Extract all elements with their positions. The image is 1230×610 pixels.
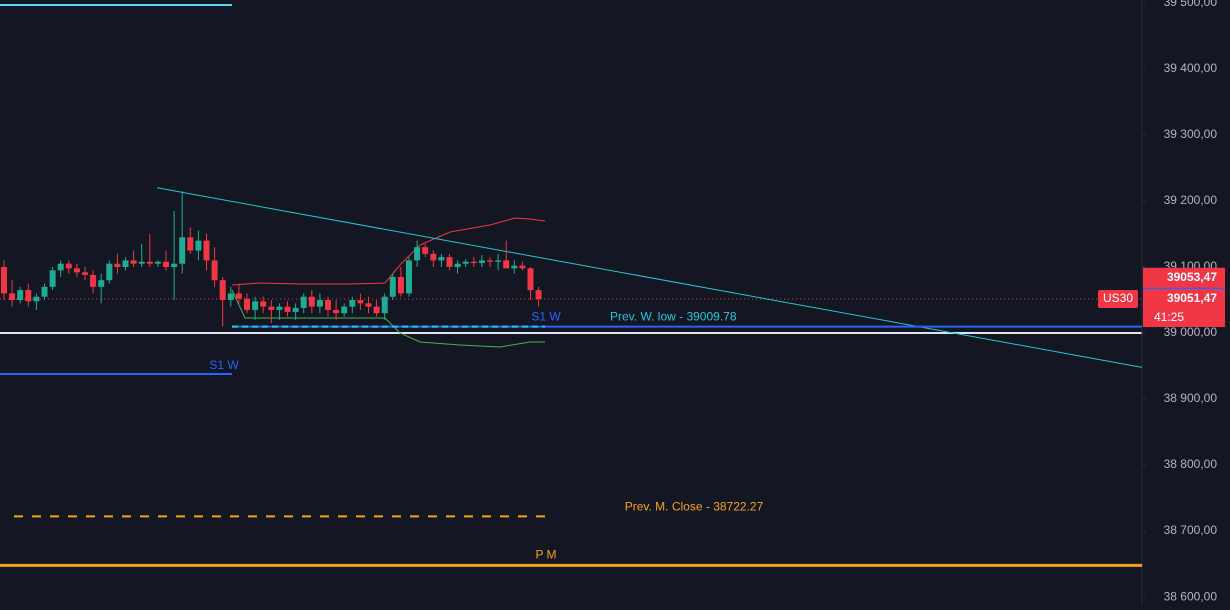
- candle-body: [349, 300, 356, 307]
- band-upper: [231, 217, 546, 286]
- candle-body: [308, 296, 315, 307]
- candle-body: [9, 293, 16, 301]
- candle-body: [90, 274, 97, 287]
- candle-body: [82, 272, 88, 275]
- level-label: Prev. W. low - 39009.78: [610, 310, 737, 324]
- candle-body: [535, 290, 542, 300]
- candle-body: [25, 290, 32, 302]
- candle-body: [292, 307, 299, 312]
- candle-body: [422, 247, 429, 254]
- candle-body: [389, 276, 396, 297]
- candle-body: [41, 286, 48, 297]
- candle-body: [211, 260, 218, 281]
- y-tick-label: 38 600,00: [1164, 589, 1218, 603]
- level-label: P M: [535, 548, 556, 562]
- candle-body: [341, 306, 348, 314]
- candle-body: [244, 298, 250, 310]
- y-tick-label: 39 200,00: [1164, 193, 1218, 207]
- candle-body: [138, 261, 145, 264]
- price-tag-label: 39053,47: [1167, 270, 1217, 284]
- candle-body: [519, 265, 526, 269]
- symbol-label: US30: [1103, 291, 1133, 305]
- candle-body: [462, 261, 469, 264]
- candle-body: [316, 300, 323, 307]
- price-tag: [1143, 267, 1225, 288]
- y-tick-label: 38 900,00: [1164, 391, 1218, 405]
- y-tick-label: 38 700,00: [1164, 523, 1218, 537]
- candle-body: [268, 306, 275, 310]
- price-tag: [1143, 289, 1225, 310]
- band-lower: [231, 289, 545, 348]
- level-label: S1 W: [531, 310, 561, 324]
- candle-body: [357, 300, 364, 304]
- candle-body: [17, 290, 24, 301]
- candle-body: [430, 253, 437, 261]
- candle-body: [219, 280, 226, 301]
- candle-body: [300, 296, 307, 308]
- candle-body: [397, 276, 404, 294]
- symbol-tag: [1098, 290, 1138, 309]
- candle-body: [438, 257, 445, 261]
- candle-body: [65, 263, 72, 269]
- countdown: 41:25: [1154, 310, 1184, 324]
- y-tick-label: 39 300,00: [1164, 127, 1218, 141]
- candle-body: [276, 306, 283, 310]
- candle-body: [163, 261, 169, 268]
- candle-body: [146, 261, 153, 264]
- candle-body: [284, 306, 291, 312]
- candle-body: [33, 296, 40, 302]
- candle-body: [446, 257, 453, 268]
- candle-body: [130, 260, 137, 264]
- candle-body: [503, 260, 510, 269]
- candle-body: [333, 309, 340, 314]
- candle-body: [98, 280, 105, 287]
- candle-body: [470, 261, 477, 264]
- candle-body: [106, 263, 113, 281]
- price-tag-label: 39051,47: [1167, 291, 1217, 305]
- candle-body: [325, 300, 331, 310]
- candle-body: [49, 270, 56, 287]
- y-tick-label: 39 400,00: [1164, 61, 1218, 75]
- candle-body: [73, 268, 80, 273]
- y-tick-label: 38 800,00: [1164, 457, 1218, 471]
- y-tick-label: 39 500,00: [1164, 0, 1218, 9]
- candle-body: [57, 263, 64, 271]
- level-label: S1 W: [209, 358, 239, 372]
- level-label: Prev. M. Close - 38722.27: [625, 500, 764, 514]
- y-tick-label: 39 000,00: [1164, 325, 1218, 339]
- candle-body: [187, 237, 194, 251]
- candle-body: [373, 306, 380, 314]
- candle-body: [235, 293, 242, 299]
- candle-body: [203, 240, 210, 261]
- candle-body: [454, 263, 461, 268]
- candle-body: [406, 260, 412, 294]
- candle-body: [114, 263, 121, 268]
- candle-body: [195, 240, 202, 251]
- candle-body: [511, 265, 518, 269]
- candle-body: [171, 263, 178, 268]
- candle-body: [381, 296, 388, 314]
- candle-body: [260, 301, 267, 307]
- candle-body: [527, 268, 534, 291]
- candle-body: [414, 247, 421, 261]
- candle-body: [154, 261, 161, 264]
- candle-body: [1, 267, 7, 294]
- trendline: [156, 187, 1143, 368]
- candle-body: [179, 237, 186, 264]
- candle-body: [487, 260, 493, 262]
- candle-body: [495, 260, 502, 262]
- candle-body: [365, 303, 372, 307]
- candle-body: [252, 301, 259, 310]
- candle-body: [478, 260, 485, 264]
- candle-body: [227, 293, 234, 301]
- countdown-box: [1143, 309, 1225, 328]
- candle-body: [122, 260, 129, 268]
